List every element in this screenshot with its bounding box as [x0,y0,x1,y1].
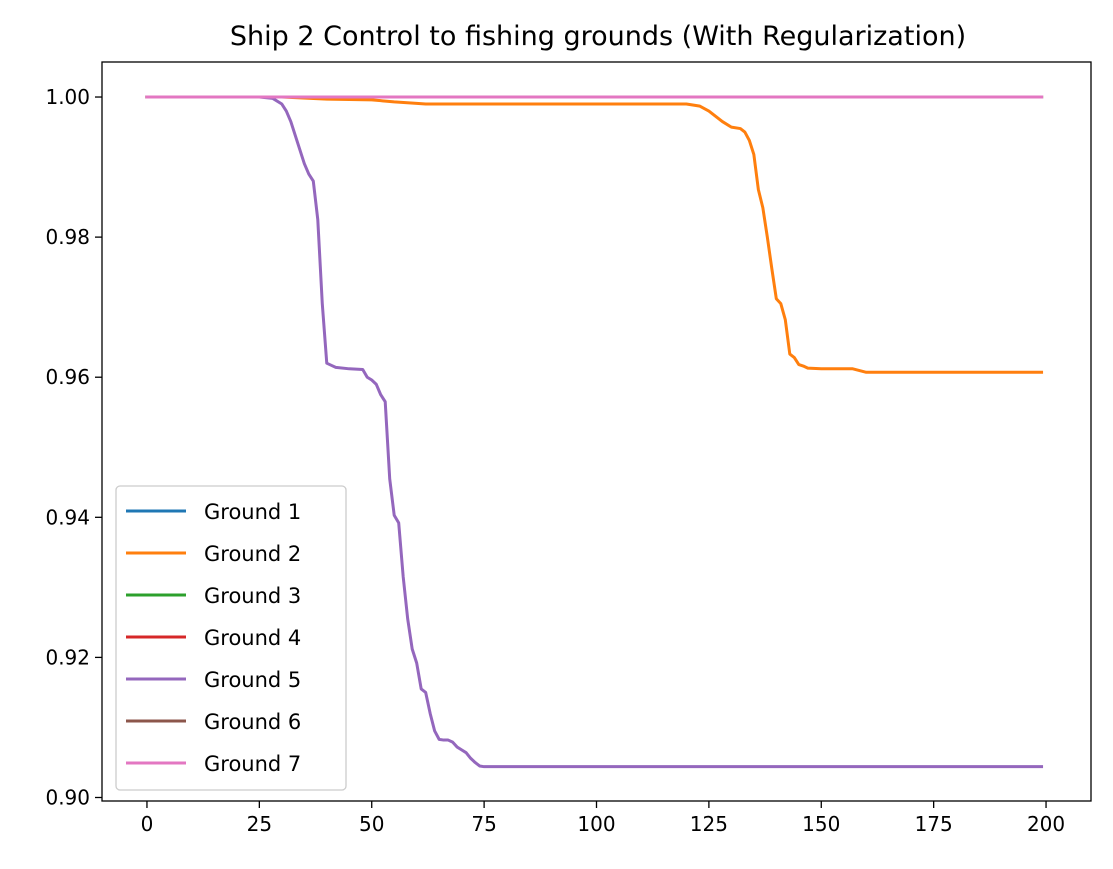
y-tick-label: 0.94 [45,505,90,529]
x-tick-label: 25 [247,812,272,836]
x-tick-label: 125 [690,812,728,836]
y-tick-label: 1.00 [45,85,90,109]
chart-title: Ship 2 Control to fishing grounds (With … [230,21,966,52]
legend-label: Ground 3 [204,584,301,608]
y-tick-label: 0.92 [45,645,90,669]
y-tick-label: 0.96 [45,365,90,389]
x-tick-label: 150 [802,812,840,836]
x-axis: 0 25 50 75 100 125 150 175 200 [141,801,1065,836]
y-tick-label: 0.90 [45,785,90,809]
y-tick-label: 0.98 [45,225,90,249]
legend-label: Ground 7 [204,752,301,776]
x-tick-label: 50 [359,812,384,836]
x-tick-label: 200 [1027,812,1065,836]
series-line-ground-5 [145,95,1044,769]
series-line-ground-2 [145,95,1044,374]
legend-label: Ground 2 [204,542,301,566]
legend-label: Ground 1 [204,500,301,524]
x-tick-label: 75 [471,812,496,836]
legend-box [115,485,347,791]
legend-label: Ground 5 [204,668,301,692]
x-tick-label: 175 [915,812,953,836]
x-tick-label: 0 [141,812,154,836]
legend-label: Ground 6 [204,710,301,734]
legend-label: Ground 4 [204,626,301,650]
legend: Ground 1 Ground 2 Ground 3 Ground 4 Ground 5… [115,485,347,791]
plot-lines [145,95,1044,769]
x-tick-label: 100 [577,812,615,836]
y-axis: 0.90 0.92 0.94 0.96 0.98 1.00 [45,85,102,809]
